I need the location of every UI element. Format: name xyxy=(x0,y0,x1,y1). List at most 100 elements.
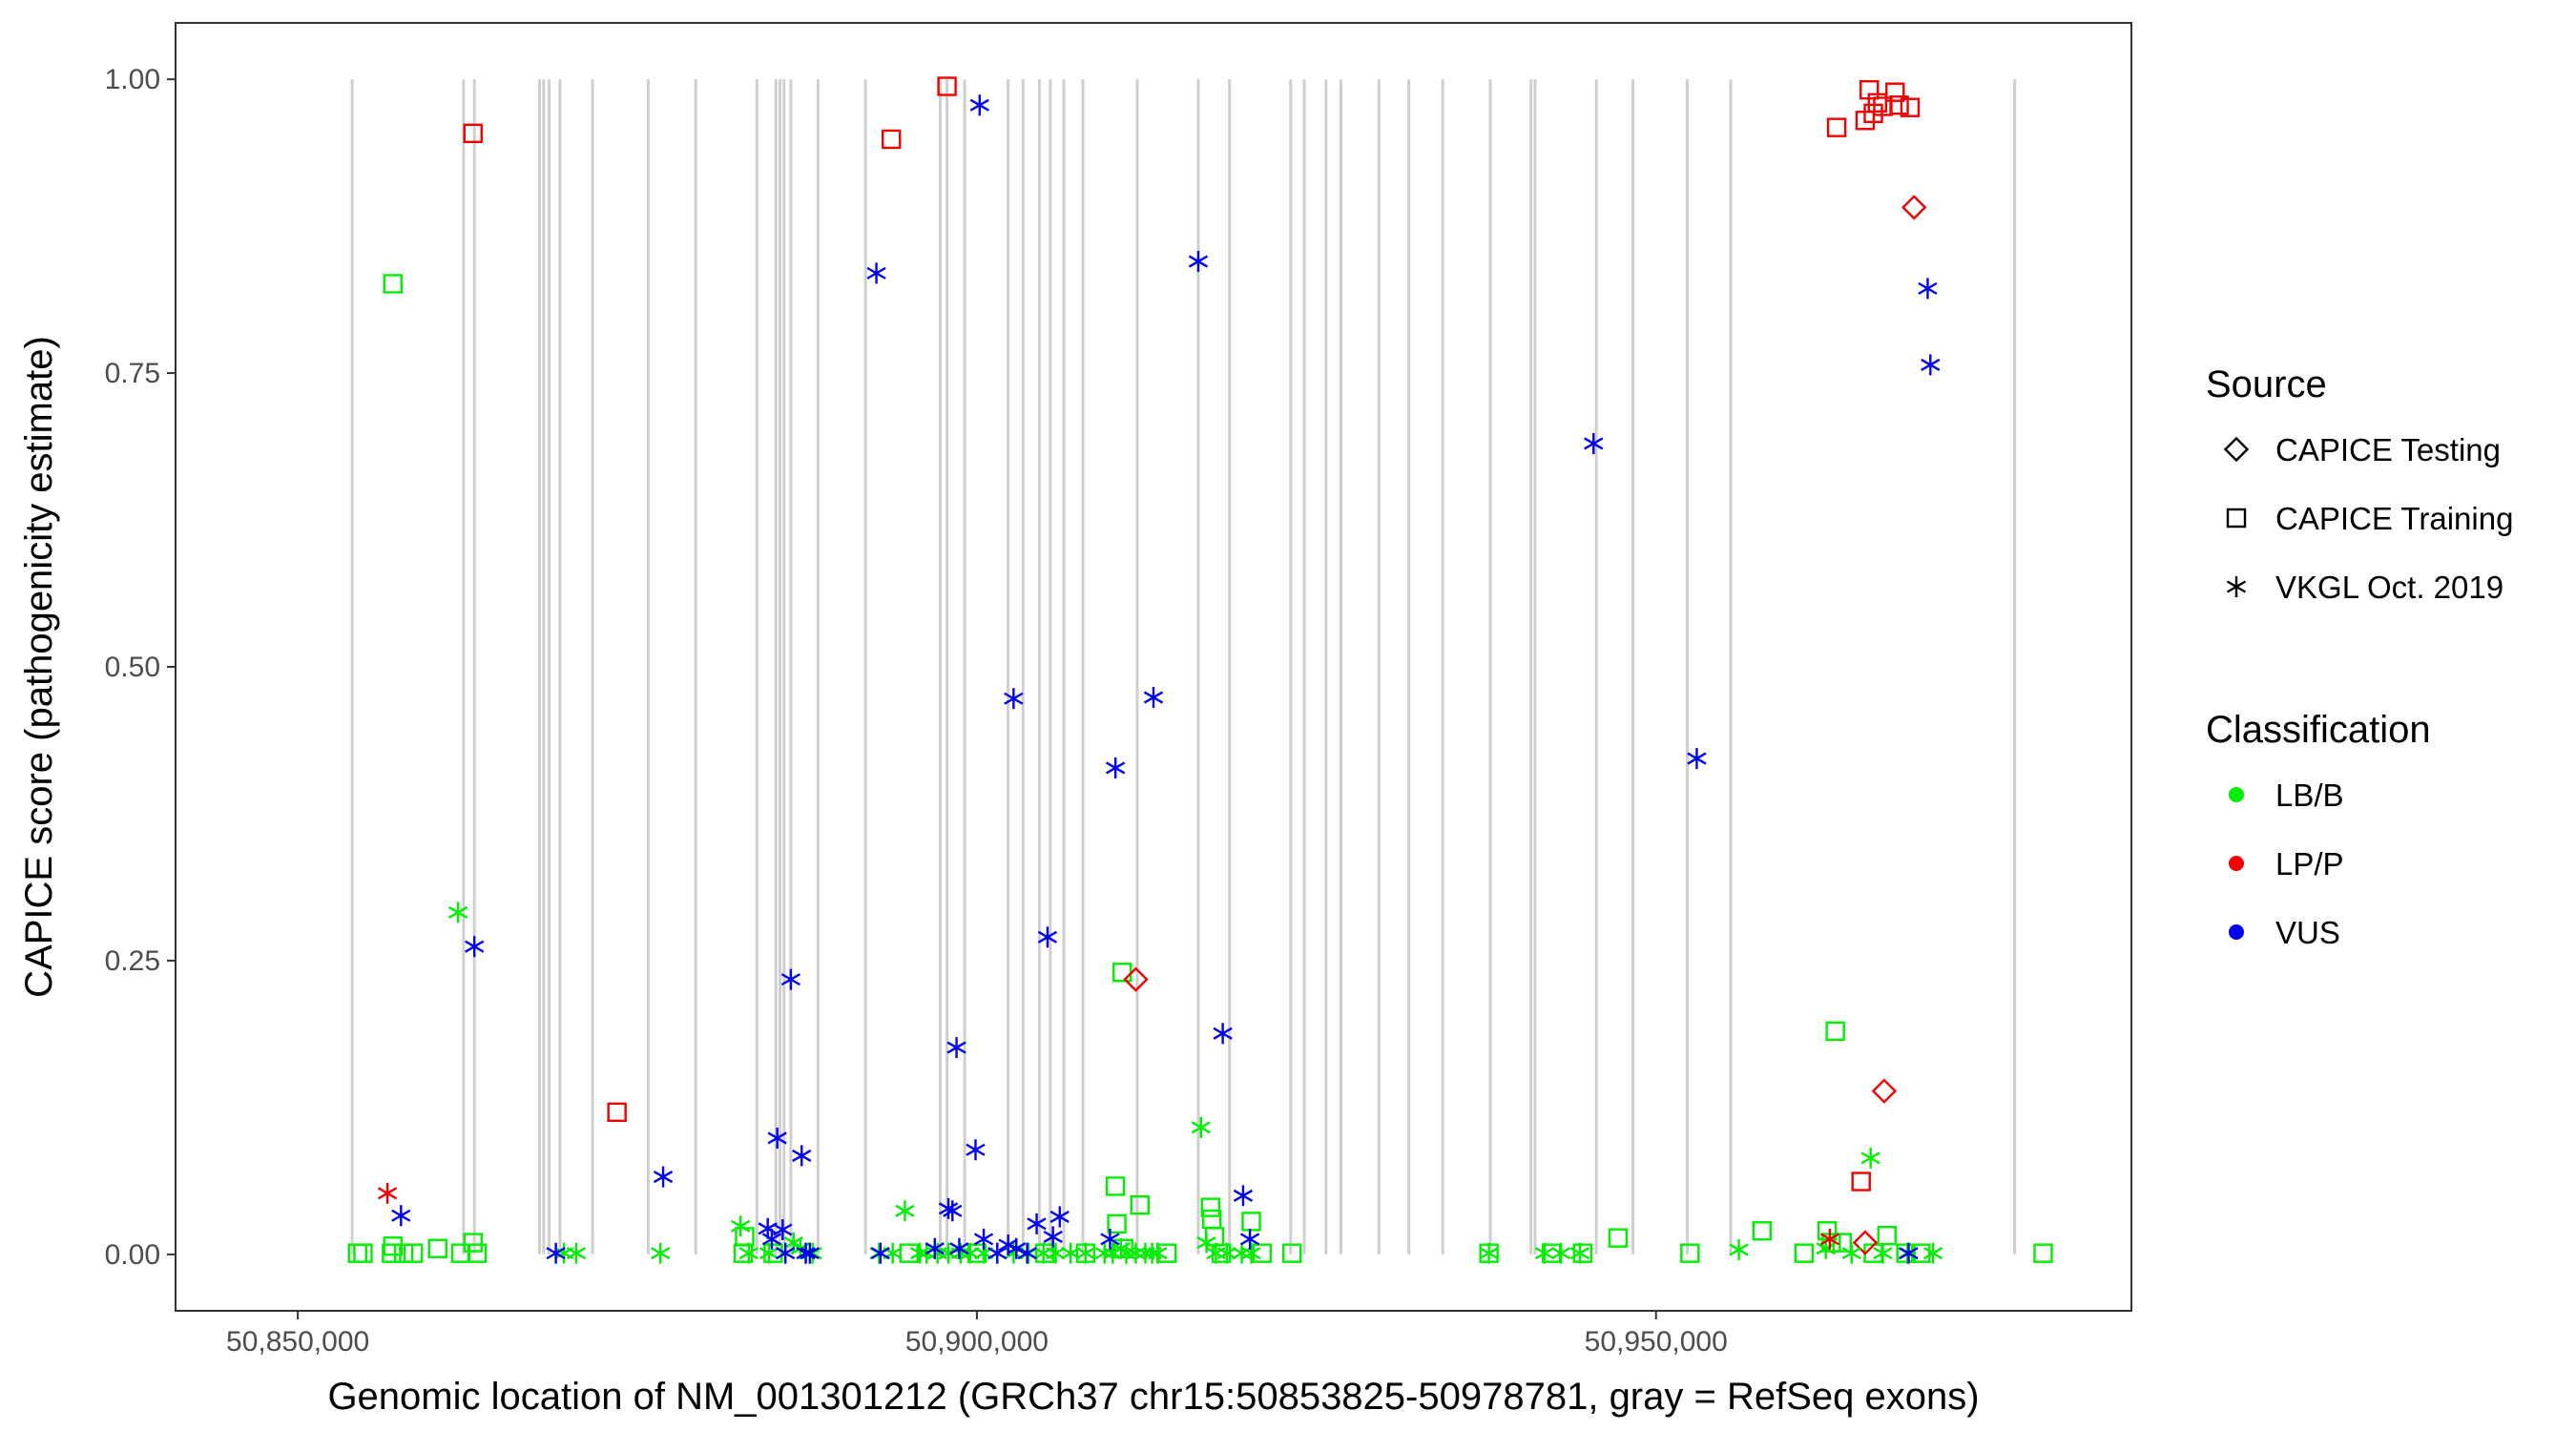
data-point-s1-13 xyxy=(1851,1172,1871,1192)
data-point-s0-31 xyxy=(1832,1233,1852,1253)
data-point-s5-37 xyxy=(1233,1185,1254,1207)
data-point-s5-39 xyxy=(1584,432,1604,454)
data-point-s3-46 xyxy=(1569,1242,1590,1264)
data-point-s5-7 xyxy=(773,1219,793,1241)
data-point-s5-36 xyxy=(1213,1023,1233,1045)
legend-source-key-2 xyxy=(2226,576,2247,597)
y-tick-label-0: 0.00 xyxy=(105,1239,160,1271)
data-point-s3-32 xyxy=(1116,1242,1136,1264)
data-point-s5-35 xyxy=(1188,251,1209,273)
data-point-s5-14 xyxy=(870,1242,890,1264)
data-point-s2-3 xyxy=(1852,1230,1879,1255)
legend-class-label-0: LB/B xyxy=(2275,778,2344,813)
data-point-s3-53 xyxy=(1923,1242,1943,1264)
data-point-s3-43 xyxy=(1479,1242,1499,1264)
data-point-s0-28 xyxy=(1794,1243,1815,1263)
data-point-s0-17 xyxy=(1200,1197,1220,1217)
data-point-s0-5 xyxy=(403,1243,424,1263)
data-point-s4-1 xyxy=(1819,1228,1840,1250)
data-point-s5-10 xyxy=(792,1145,812,1167)
data-point-s5-42 xyxy=(1918,278,1938,300)
data-point-s5-30 xyxy=(1043,1226,1063,1248)
data-point-s0-2 xyxy=(382,1243,402,1263)
data-point-s0-20 xyxy=(1241,1212,1261,1232)
data-point-s2-0 xyxy=(1123,966,1149,992)
y-axis-title: CAPICE score (pathogenicity estimate) xyxy=(18,336,60,998)
data-point-s5-15 xyxy=(924,1237,945,1259)
legend-source-key-0 xyxy=(2223,436,2250,463)
legend-class-label-2: VUS xyxy=(2275,915,2340,950)
data-point-s1-0 xyxy=(463,123,483,143)
data-point-s0-8 xyxy=(463,1233,483,1253)
data-point-s5-43 xyxy=(1921,354,1941,376)
data-point-s3-0 xyxy=(447,902,468,923)
data-point-s5-33 xyxy=(1106,757,1126,778)
data-point-s5-31 xyxy=(1049,1206,1070,1228)
data-point-s5-0 xyxy=(465,936,485,958)
data-point-s0-6 xyxy=(427,1238,447,1258)
axes: 50,850,000 50,900,000 50,950,000 0.00 0.25 0.… xyxy=(105,64,1728,1358)
data-point-s5-6 xyxy=(767,1127,787,1149)
legend-source-label-0: CAPICE Testing xyxy=(2275,432,2501,467)
data-point-s5-17 xyxy=(943,1200,963,1222)
data-point-s0-26 xyxy=(1680,1243,1700,1263)
data-point-s5-23 xyxy=(987,1242,1008,1264)
legend-source-label-2: VKGL Oct. 2019 xyxy=(2275,570,2503,605)
data-point-s0-24 xyxy=(1572,1243,1593,1263)
data-point-s3-28 xyxy=(1075,1242,1095,1264)
data-point-s0-1 xyxy=(353,1243,373,1263)
data-point-s5-5 xyxy=(761,1228,782,1250)
data-point-s5-20 xyxy=(966,1139,986,1161)
exon-lines xyxy=(350,79,2017,1255)
data-point-s3-44 xyxy=(1534,1242,1555,1264)
x-tick-label-0: 50,850,000 xyxy=(226,1326,369,1358)
data-point-s5-12 xyxy=(800,1242,820,1264)
data-point-s5-8 xyxy=(776,1242,796,1264)
data-point-s1-12 xyxy=(1900,97,1921,117)
data-point-s3-27 xyxy=(1061,1242,1081,1264)
y-tick-label-2: 0.50 xyxy=(105,652,160,683)
data-point-s5-1 xyxy=(391,1205,411,1227)
legend-classification-title: Classification xyxy=(2206,709,2431,751)
data-point-s3-49 xyxy=(1841,1242,1861,1264)
legend-source-label-1: CAPICE Training xyxy=(2275,501,2513,536)
data-point-s5-2 xyxy=(546,1242,566,1264)
data-point-s1-10 xyxy=(1885,82,1905,102)
data-point-s3-26 xyxy=(1046,1242,1066,1264)
data-point-s0-25 xyxy=(1608,1228,1629,1248)
data-point-s5-22 xyxy=(973,1228,994,1250)
legend-source-entries: CAPICE Testing CAPICE Training VKGL Oct. 2… xyxy=(2223,432,2513,605)
data-point-s2-2 xyxy=(1871,1078,1898,1104)
data-point-s5-9 xyxy=(780,968,801,990)
legend-class-key-0 xyxy=(2229,787,2244,802)
legend-class-key-1 xyxy=(2229,856,2244,871)
data-point-s0-30 xyxy=(1825,1021,1845,1042)
data-point-s2-1 xyxy=(1901,195,1927,220)
x-tick-label-1: 50,900,000 xyxy=(905,1326,1049,1358)
data-point-s0-14 xyxy=(1107,1213,1127,1234)
data-point-s0-9 xyxy=(467,1243,488,1263)
data-point-s0-44 xyxy=(1211,1243,1232,1263)
data-point-s1-8 xyxy=(1867,93,1887,113)
data-point-s0-16 xyxy=(1130,1194,1150,1215)
data-point-s4-0 xyxy=(377,1182,398,1204)
y-tick-label-4: 1.00 xyxy=(105,64,160,95)
data-point-s0-32 xyxy=(1877,1225,1897,1246)
data-point-s3-5 xyxy=(738,1242,758,1264)
data-point-s5-38 xyxy=(1239,1228,1260,1250)
data-point-s5-3 xyxy=(653,1166,674,1188)
data-point-s1-3 xyxy=(937,76,957,96)
data-point-s0-35 xyxy=(2033,1243,2053,1263)
data-point-s3-33 xyxy=(1126,1242,1146,1264)
legend-class-label-1: LP/P xyxy=(2275,846,2344,881)
data-point-s5-29 xyxy=(1037,926,1058,948)
data-point-s3-3 xyxy=(651,1242,671,1264)
data-point-s1-11 xyxy=(1889,95,1909,115)
y-tick-label-3: 0.75 xyxy=(105,358,160,389)
data-point-s5-21 xyxy=(969,94,989,116)
data-point-s3-36 xyxy=(1148,1242,1168,1264)
data-point-s0-10 xyxy=(383,274,403,294)
data-point-s3-45 xyxy=(1550,1242,1571,1264)
legend-class-key-2 xyxy=(2229,924,2244,940)
data-point-s3-37 xyxy=(1191,1116,1211,1138)
